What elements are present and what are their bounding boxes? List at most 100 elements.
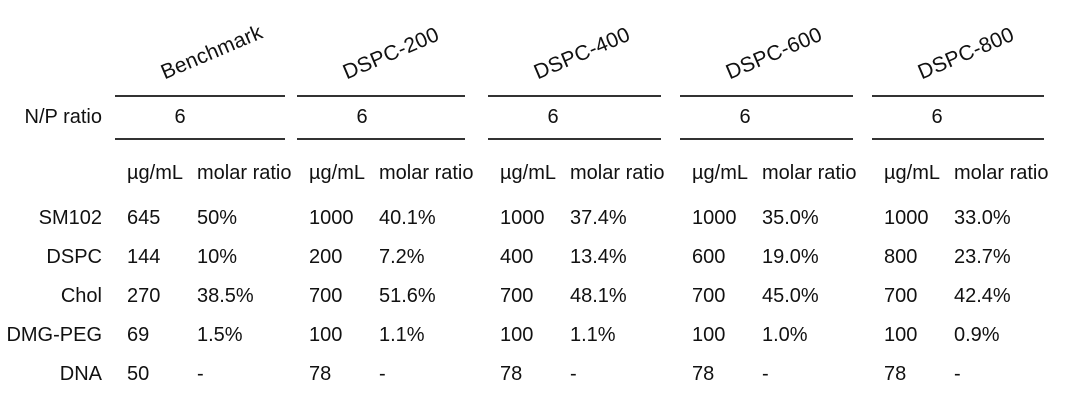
- molar-value: 7.2%: [379, 246, 425, 268]
- value-pair: 1000 40.1%: [297, 207, 465, 230]
- molar-value: 37.4%: [570, 207, 627, 229]
- value-pair: 100 1.1%: [297, 324, 465, 347]
- np-value: 6: [547, 106, 559, 128]
- unit-molar-header: molar ratio: [954, 161, 1049, 184]
- ug-value: 400: [500, 246, 534, 268]
- value-cell: 100 0.9%: [872, 316, 1044, 355]
- row-label: DNA: [59, 363, 102, 385]
- ug-value: 69: [127, 324, 150, 346]
- np-value: 6: [174, 106, 186, 128]
- units-pair: µg/mL molar ratio: [297, 161, 473, 185]
- value-cell: 1000 40.1%: [297, 199, 465, 238]
- value-cell: 100 1.0%: [680, 316, 853, 355]
- units-pair: µg/mL molar ratio: [680, 161, 857, 185]
- value-cell: 645 50%: [115, 199, 285, 238]
- value-pair: 1000 37.4%: [488, 207, 661, 230]
- ug-value: 1000: [309, 207, 354, 229]
- value-cell: 1000 33.0%: [872, 199, 1044, 238]
- value-cell: 200 7.2%: [297, 238, 465, 277]
- value-cell: 700 51.6%: [297, 277, 465, 316]
- unit-molar-header: molar ratio: [379, 161, 474, 184]
- units-pair: µg/mL molar ratio: [115, 161, 291, 185]
- table-row-sm102: SM102 645 50% 1000 40.1% 1000 37.4% 1000…: [0, 199, 1080, 238]
- group-name: DSPC-800: [914, 23, 1018, 85]
- ug-value: 100: [309, 324, 343, 346]
- molar-value: -: [197, 363, 204, 385]
- value-cell: 50 -: [115, 355, 285, 394]
- np-cell: 6: [115, 95, 285, 140]
- header-row: Benchmark DSPC-200 DSPC-400 DSPC-600 DSP…: [0, 0, 1080, 95]
- ug-value: 78: [884, 363, 907, 385]
- group-name: DSPC-400: [530, 23, 634, 85]
- value-pair: 100 1.1%: [488, 324, 661, 347]
- value-cell: 78 -: [680, 355, 853, 394]
- value-cell: 78 -: [297, 355, 465, 394]
- molar-value: 19.0%: [762, 246, 819, 268]
- ug-value: 600: [692, 246, 726, 268]
- units-pair: µg/mL molar ratio: [872, 162, 1048, 185]
- np-value: 6: [931, 106, 943, 128]
- group-header-benchmark: Benchmark: [115, 0, 285, 95]
- molar-value: 45.0%: [762, 285, 819, 307]
- value-pair: 700 45.0%: [680, 285, 853, 308]
- molar-value: 1.1%: [379, 324, 425, 346]
- units-cell: µg/mL molar ratio: [488, 140, 665, 196]
- units-pair: µg/mL molar ratio: [488, 161, 665, 185]
- molar-value: 1.5%: [197, 324, 243, 346]
- value-cell: 800 23.7%: [872, 238, 1044, 277]
- ug-value: 78: [309, 363, 332, 385]
- value-pair: 78 -: [297, 363, 465, 386]
- np-ratio-row: N/P ratio 6 6 6 6 6: [0, 95, 1080, 140]
- group-header-dspc-600: DSPC-600: [680, 0, 853, 95]
- table-row-dna: DNA 50 - 78 - 78 - 78 - 78 -: [0, 355, 1080, 394]
- units-row: µg/mL molar ratio µg/mL molar ratio µg/m…: [0, 140, 1080, 196]
- value-pair: 600 19.0%: [680, 246, 853, 269]
- np-cell: 6: [872, 95, 1044, 140]
- ug-value: 50: [127, 363, 150, 385]
- value-pair: 78 -: [680, 363, 853, 386]
- row-label: DMG-PEG: [6, 324, 102, 346]
- value-cell: 78 -: [488, 355, 661, 394]
- value-pair: 800 23.7%: [872, 246, 1044, 269]
- molar-value: 38.5%: [197, 285, 254, 307]
- value-pair: 100 1.0%: [680, 324, 853, 347]
- molar-value: 40.1%: [379, 207, 436, 229]
- ug-value: 700: [500, 285, 534, 307]
- value-pair: 1000 33.0%: [872, 207, 1044, 230]
- value-pair: 100 0.9%: [872, 324, 1044, 347]
- molar-value: 23.7%: [954, 246, 1011, 268]
- value-pair: 700 48.1%: [488, 285, 661, 308]
- row-label: Chol: [60, 285, 102, 307]
- value-pair: 200 7.2%: [297, 246, 465, 269]
- unit-ug-header: µg/mL: [692, 161, 748, 184]
- group-header-dspc-800: DSPC-800: [872, 0, 1044, 95]
- value-cell: 400 13.4%: [488, 238, 661, 277]
- unit-molar-header: molar ratio: [197, 161, 292, 184]
- units-cell: µg/mL molar ratio: [680, 140, 857, 196]
- ug-value: 700: [309, 285, 343, 307]
- unit-ug-header: µg/mL: [500, 161, 556, 184]
- np-cell: 6: [680, 95, 853, 140]
- value-cell: 1000 37.4%: [488, 199, 661, 238]
- group-header-dspc-200: DSPC-200: [297, 0, 465, 95]
- molar-value: 0.9%: [954, 324, 1000, 346]
- molar-value: -: [762, 363, 769, 385]
- value-pair: 78 -: [488, 363, 661, 386]
- molar-value: 1.0%: [762, 324, 808, 346]
- unit-ug-header: µg/mL: [309, 161, 365, 184]
- ug-value: 200: [309, 246, 343, 268]
- value-cell: 700 42.4%: [872, 277, 1044, 316]
- ug-value: 700: [884, 285, 918, 307]
- value-pair: 700 42.4%: [872, 285, 1044, 308]
- value-cell: 270 38.5%: [115, 277, 285, 316]
- ug-value: 78: [692, 363, 715, 385]
- value-cell: 100 1.1%: [488, 316, 661, 355]
- unit-ug-header: µg/mL: [127, 161, 183, 184]
- molar-value: -: [954, 363, 961, 385]
- ug-value: 1000: [884, 207, 929, 229]
- ug-value: 800: [884, 246, 918, 268]
- table-row-dspc: DSPC 144 10% 200 7.2% 400 13.4% 600 19.0…: [0, 238, 1080, 277]
- unit-molar-header: molar ratio: [570, 161, 665, 184]
- value-cell: 600 19.0%: [680, 238, 853, 277]
- unit-molar-header: molar ratio: [762, 161, 857, 184]
